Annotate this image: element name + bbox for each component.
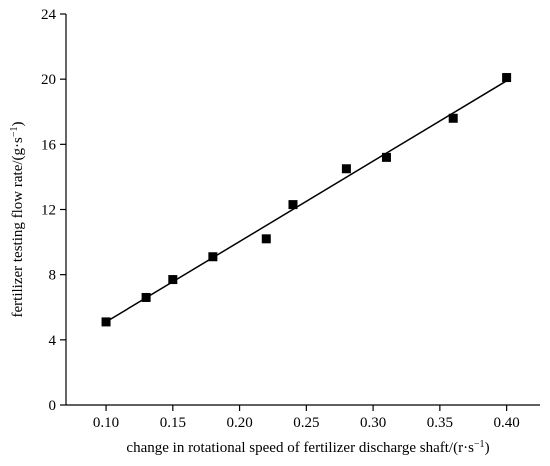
x-tick-label: 0.40 — [493, 415, 519, 431]
y-axis-title: fertilizer testing flow rate/(g·s−1) — [9, 122, 27, 318]
data-point — [288, 200, 298, 210]
data-point — [261, 234, 271, 244]
x-axis-ticks: 0.10 0.15 0.20 0.25 0.30 0.35 0.40 — [93, 405, 520, 431]
x-axis-title: change in rotational speed of fertilizer… — [126, 439, 489, 457]
y-axis-title-text: fertilizer testing flow rate/(g·s — [10, 137, 26, 318]
plot-area — [101, 73, 512, 327]
data-point — [208, 252, 218, 262]
y-tick-label: 20 — [41, 72, 56, 88]
y-tick-label: 0 — [49, 398, 57, 414]
x-tick-label: 0.30 — [360, 415, 386, 431]
x-axis-title-tail: ) — [485, 440, 490, 456]
x-axis-title-superscript: −1 — [474, 439, 485, 450]
data-point — [101, 317, 111, 327]
x-tick-label: 0.35 — [427, 415, 453, 431]
x-tick-label: 0.25 — [293, 415, 319, 431]
y-tick-label: 16 — [41, 137, 57, 153]
data-point — [168, 275, 178, 285]
x-tick-label: 0.10 — [93, 415, 119, 431]
y-tick-label: 4 — [49, 333, 57, 349]
x-tick-label: 0.15 — [160, 415, 186, 431]
x-axis-title-text: change in rotational speed of fertilizer… — [126, 440, 474, 456]
y-axis-title-tail: ) — [10, 122, 26, 127]
y-axis-ticks: 0 4 8 12 16 20 24 — [41, 7, 66, 414]
data-point — [502, 73, 512, 83]
data-point — [341, 164, 351, 174]
y-axis-title-superscript: −1 — [9, 127, 20, 138]
y-tick-label: 24 — [41, 7, 57, 23]
data-point — [448, 113, 458, 123]
data-point — [141, 292, 151, 302]
fit-line — [105, 80, 508, 323]
x-tick-label: 0.20 — [226, 415, 252, 431]
data-point — [381, 152, 391, 162]
y-tick-label: 8 — [49, 268, 57, 284]
y-tick-label: 12 — [41, 203, 56, 219]
